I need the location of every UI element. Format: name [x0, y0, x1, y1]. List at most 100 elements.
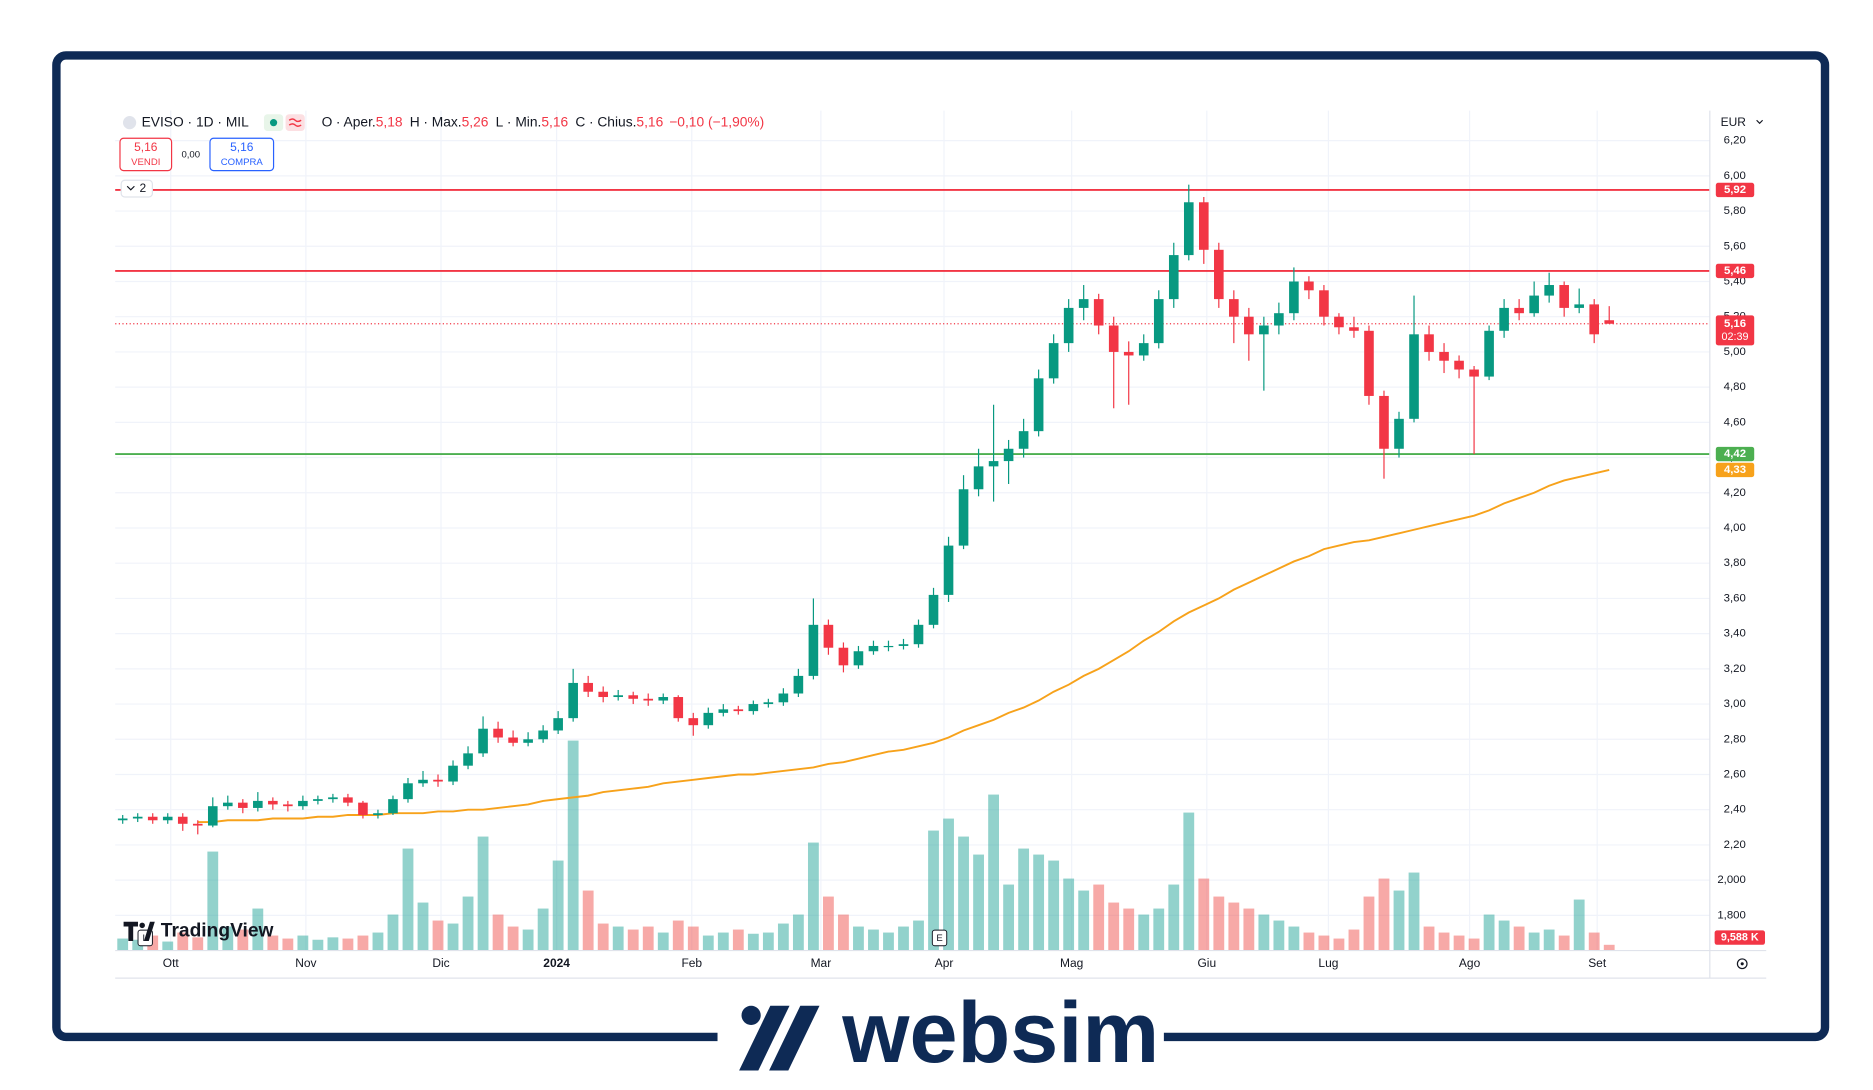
x-tick-label: Mag — [1060, 956, 1083, 970]
buy-label: COMPRA — [221, 157, 264, 168]
indicators-toggle[interactable] — [120, 179, 153, 198]
legend-value: 5,16 — [541, 114, 568, 129]
volume-bar — [1168, 884, 1180, 951]
candle-body — [207, 806, 218, 826]
websim-logo: websim — [739, 985, 1159, 1081]
candle-body — [147, 816, 158, 821]
volume-bar — [1153, 908, 1165, 951]
volume-bar — [1288, 926, 1300, 951]
candle-body — [448, 765, 458, 782]
y-tick-label: 3,00 — [1724, 698, 1746, 710]
volume-bar — [973, 854, 984, 951]
volume-pane — [117, 740, 1615, 951]
candle-body — [1454, 360, 1464, 370]
event-label: E — [936, 933, 942, 944]
volume-bar — [913, 920, 924, 951]
x-tick-label: Feb — [681, 956, 702, 970]
volume-bar — [1408, 872, 1420, 951]
frame — [52, 51, 1830, 1042]
candle-body — [1424, 334, 1434, 352]
candle-body — [418, 779, 428, 784]
candle-body — [1198, 202, 1209, 250]
legend-change: −0,10 (−1,90%) — [669, 114, 764, 129]
candle-body — [733, 709, 744, 712]
level-label-box — [1715, 446, 1755, 462]
candle-body — [1559, 285, 1569, 308]
candle-body — [973, 466, 984, 490]
candle-body — [508, 737, 518, 743]
sell-button[interactable] — [119, 137, 173, 172]
volume-bar — [432, 920, 444, 951]
level-label: 4,42 — [1724, 448, 1746, 460]
volume-bar — [447, 923, 459, 951]
delay-icon — [288, 118, 302, 127]
logo-dot — [741, 1005, 761, 1025]
legend-key: O — [322, 114, 333, 129]
x-tick-label: Dic — [432, 956, 449, 970]
volume-bar — [1273, 920, 1285, 951]
volume-bar — [657, 932, 669, 951]
candle-body — [1589, 304, 1600, 335]
volume-bar — [207, 851, 219, 951]
event-marker — [931, 929, 948, 947]
volume-bar — [402, 848, 414, 951]
volume-bar — [1468, 938, 1480, 951]
legend-key: H — [410, 114, 420, 129]
volume-bar — [1078, 890, 1090, 951]
y-tick-label: 5,40 — [1724, 276, 1746, 288]
legend-name: · Max. — [423, 114, 461, 129]
candle-body — [1349, 327, 1359, 331]
volume-bar — [387, 914, 399, 951]
candle-body — [1183, 202, 1194, 256]
x-tick-label: Ott — [163, 956, 180, 970]
candle-body — [1469, 369, 1479, 377]
level-label: 5,92 — [1724, 184, 1746, 196]
logo-slash — [143, 921, 155, 941]
candle-body — [1214, 249, 1224, 300]
volume-bar — [1348, 929, 1360, 951]
symbol-icon — [122, 116, 137, 130]
candle-body — [1259, 325, 1269, 335]
volume-bar — [507, 926, 519, 951]
volume-bar — [1213, 896, 1225, 951]
x-tick-label: Lug — [1318, 956, 1338, 970]
candle-body — [598, 691, 608, 698]
level-label-box — [1715, 182, 1755, 198]
candle-body — [913, 624, 924, 645]
volume-bar — [702, 935, 714, 951]
y-tick-label: 5,80 — [1724, 205, 1746, 217]
volume-bar — [312, 939, 324, 951]
volume-bar — [1183, 812, 1195, 951]
candle-body — [253, 800, 263, 808]
currency[interactable]: EUR — [1721, 115, 1747, 129]
volume-bar — [1198, 878, 1210, 951]
legend-name: · Chius. — [589, 114, 636, 129]
candle-body — [478, 728, 488, 754]
settings-icon[interactable] — [1736, 958, 1748, 970]
volume-bar — [838, 914, 849, 951]
volume-bar — [342, 938, 354, 951]
price-label: 5,16 — [1724, 318, 1746, 330]
candle-body — [1304, 281, 1314, 291]
candle-body — [838, 647, 849, 666]
y-tick-label: 6,00 — [1724, 170, 1746, 182]
price-axis: 6,206,005,805,605,405,205,004,804,604,40… — [163, 135, 1766, 970]
legend-key: L — [496, 114, 504, 129]
volume-bar — [117, 938, 129, 951]
candle-body — [1063, 307, 1074, 344]
volume-bar — [492, 914, 504, 951]
candle-body — [343, 797, 353, 803]
candle-body — [192, 823, 203, 826]
logo-stroke — [769, 1005, 820, 1071]
buy-button[interactable] — [209, 137, 275, 172]
volume-bar — [1093, 884, 1105, 951]
candle-body — [1153, 299, 1164, 344]
volume-bar — [747, 933, 759, 951]
volume-bar — [1543, 929, 1555, 951]
candle-body — [117, 818, 128, 821]
y-tick-label: 4,20 — [1724, 487, 1746, 499]
price-label-box — [1715, 315, 1755, 346]
volume-label-box — [1714, 930, 1766, 945]
candle-body — [238, 802, 248, 808]
